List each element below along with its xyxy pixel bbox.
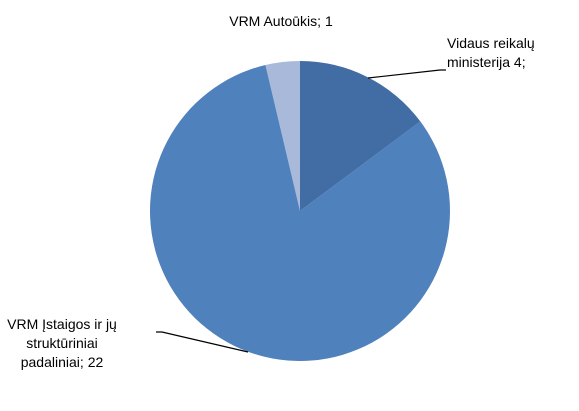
leader-line — [367, 69, 446, 79]
category-label: VRM Autoūkis; — [229, 13, 322, 29]
pie-slice — [300, 61, 421, 211]
category-label: VRM Įstaigos ir jų struktūriniai padalin… — [7, 316, 117, 370]
value-label: 22 — [87, 354, 104, 370]
slice-label: Vidaus reikalų ministerija 4; — [447, 34, 575, 72]
slice-label: VRM Įstaigos ir jų struktūriniai padalin… — [2, 315, 122, 372]
value-label: 4; — [513, 54, 526, 70]
category-label: Vidaus reikalų ministerija — [447, 35, 535, 70]
value-label: 1 — [324, 13, 333, 29]
leader-line — [156, 331, 249, 353]
slice-label: VRM Autoūkis; 1 — [228, 12, 334, 31]
pie-slice — [265, 61, 300, 211]
pie-slice — [150, 65, 451, 361]
